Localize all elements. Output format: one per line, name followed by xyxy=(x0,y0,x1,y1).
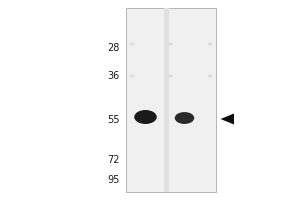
Text: 95: 95 xyxy=(108,175,120,185)
Text: 55: 55 xyxy=(107,115,120,125)
Ellipse shape xyxy=(130,74,134,77)
Ellipse shape xyxy=(134,110,157,124)
Ellipse shape xyxy=(208,43,212,46)
Ellipse shape xyxy=(208,74,212,77)
Text: 72: 72 xyxy=(107,155,120,165)
FancyBboxPatch shape xyxy=(164,8,169,192)
Ellipse shape xyxy=(175,112,194,124)
Ellipse shape xyxy=(169,74,173,77)
Ellipse shape xyxy=(130,43,134,46)
Text: 36: 36 xyxy=(108,71,120,81)
Text: 28: 28 xyxy=(108,43,120,53)
FancyBboxPatch shape xyxy=(126,8,216,192)
Ellipse shape xyxy=(169,43,173,46)
Polygon shape xyxy=(220,113,234,124)
